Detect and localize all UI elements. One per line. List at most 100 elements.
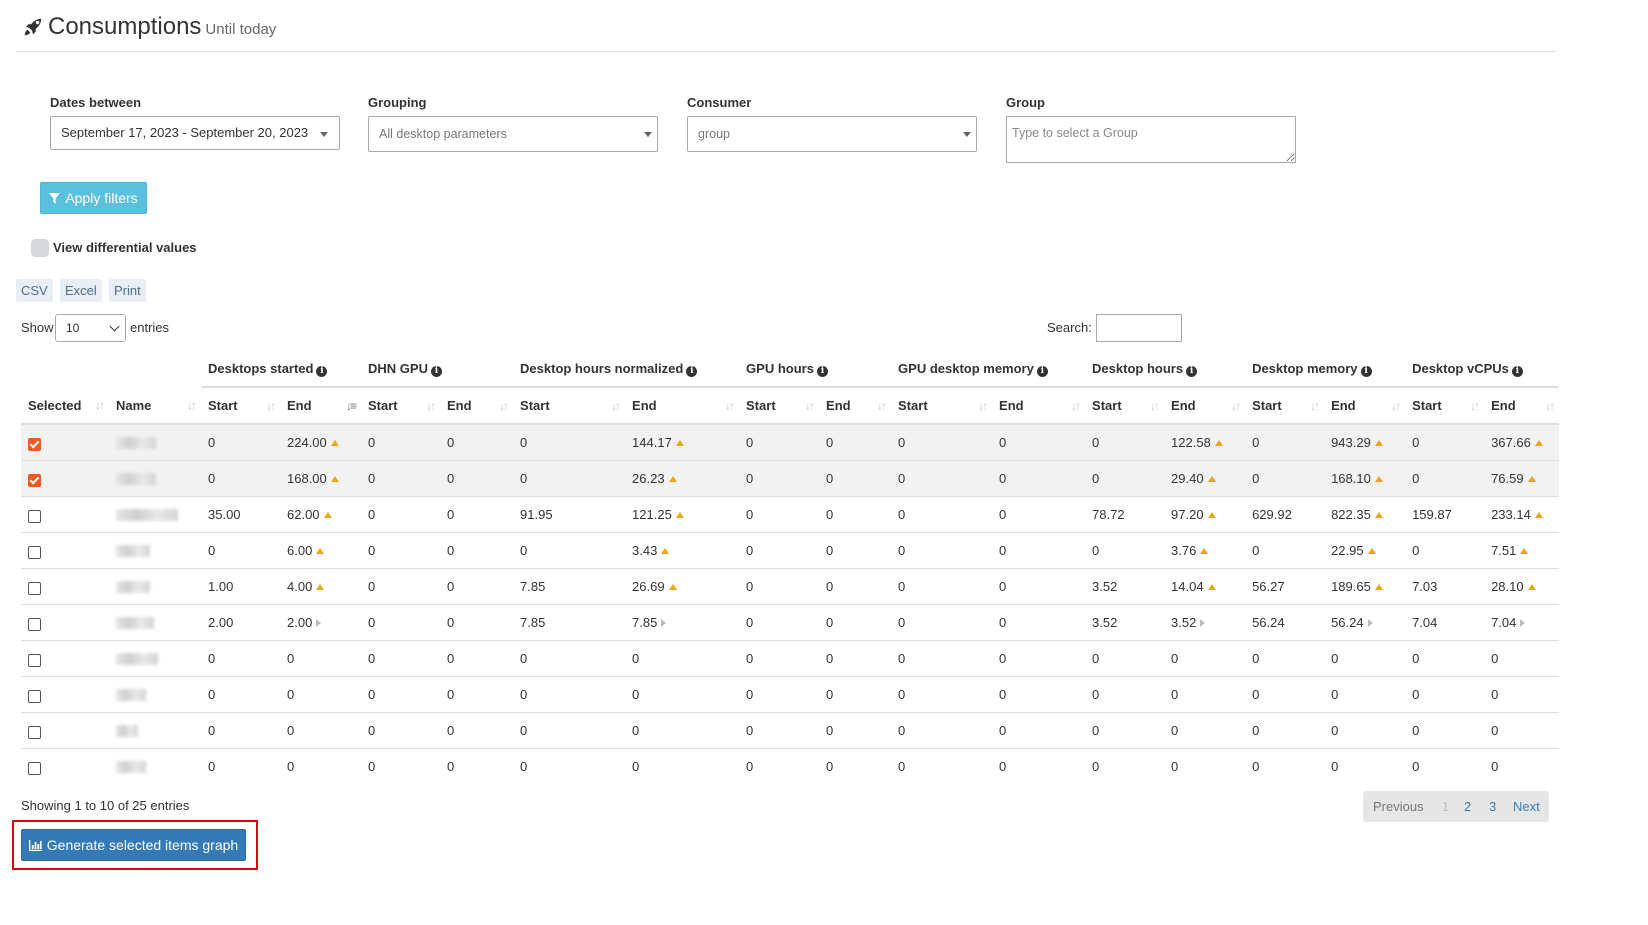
end-header[interactable]: End ↓↑ [992, 387, 1086, 425]
end-header[interactable]: End ↓↑ [1324, 387, 1406, 425]
start-header[interactable]: Start ↓↑ [201, 387, 280, 425]
sort-icon: ↓↑ [426, 399, 436, 413]
trend-up-icon [330, 475, 339, 482]
show-label: Show [21, 320, 54, 335]
table-cell: 0 [201, 711, 280, 748]
table-cell: 0 [819, 567, 892, 604]
trend-up-icon [316, 547, 325, 554]
table-cell: 0 [513, 423, 626, 460]
trend-up-icon [1527, 475, 1536, 482]
search-input[interactable] [1096, 314, 1182, 342]
start-header[interactable]: Start ↓↑ [1085, 387, 1165, 425]
table-cell: 3.52 [1085, 603, 1165, 640]
table-cell: 0 [992, 423, 1086, 460]
end-header[interactable]: End ↓≡ [280, 387, 362, 425]
previous-button[interactable]: Previous [1373, 799, 1424, 814]
table-cell: 91.95 [513, 495, 626, 532]
table-cell: 189.65 [1324, 567, 1406, 604]
trend-up-icon [1534, 511, 1543, 518]
table-cell: 0 [1245, 459, 1325, 496]
end-header[interactable]: End ↓↑ [440, 387, 514, 425]
table-cell: 7.04 [1405, 603, 1485, 640]
row-checkbox[interactable] [28, 653, 41, 667]
end-header[interactable]: End ↓↑ [819, 387, 892, 425]
table-cell: 0 [361, 747, 441, 784]
trend-up-icon [1374, 475, 1383, 482]
name-header[interactable]: Name ↓↑ [109, 387, 201, 425]
table-cell: 0 [361, 531, 441, 568]
page-1-button[interactable]: 1 [1442, 799, 1450, 814]
row-checkbox[interactable] [28, 473, 41, 487]
table-row: 2.00 2.00 0 0 7.85 7.85 0 0 0 0 3.52 3.52 56.24 56.24… [21, 603, 1560, 640]
group-header: Desktop memory i [1245, 352, 1406, 388]
group-header: Desktop vCPUs i [1405, 352, 1560, 388]
row-checkbox[interactable] [28, 581, 41, 595]
selected-cell [21, 567, 109, 604]
table-cell: 0 [361, 495, 441, 532]
row-checkbox[interactable] [28, 617, 41, 631]
start-header[interactable]: Start ↓↑ [739, 387, 820, 425]
start-header[interactable]: Start ↓↑ [1405, 387, 1485, 425]
page-2-button[interactable]: 2 [1464, 799, 1472, 814]
page-3-button[interactable]: 3 [1489, 799, 1497, 814]
consumer-select[interactable]: group [687, 116, 977, 152]
start-header[interactable]: Start ↓↑ [513, 387, 626, 425]
excel-button[interactable]: Excel [60, 279, 102, 302]
table-cell: 0 [819, 747, 892, 784]
generate-graph-button[interactable]: Generate selected items graph [21, 829, 246, 861]
table-cell: 26.69 [625, 567, 740, 604]
table-cell: 0 [1405, 639, 1485, 676]
table-cell: 35.00 [201, 495, 280, 532]
apply-filters-button[interactable]: Apply filters [40, 182, 147, 214]
table-cell: 0 [891, 459, 993, 496]
table-cell: 29.40 [1164, 459, 1246, 496]
entries-select[interactable]: 10 [55, 314, 126, 342]
group-input[interactable] [1006, 116, 1296, 163]
differential-toggle[interactable] [31, 239, 49, 257]
grouping-select[interactable]: All desktop parameters [368, 116, 658, 152]
table-cell: 0 [819, 711, 892, 748]
csv-button[interactable]: CSV [16, 279, 53, 302]
table-row: 0 168.00 0 0 0 26.23 0 0 0 0 0 29.40 0 168.10 0 76.59 [21, 459, 1560, 496]
info-icon: i [430, 366, 442, 377]
consumption-table: Desktops started i DHN GPU i Desktop hours n… [21, 352, 1560, 784]
table-cell: 0 [1085, 711, 1165, 748]
table-cell: 0 [201, 675, 280, 712]
redacted-name [116, 473, 156, 486]
date-range-picker[interactable]: September 17, 2023 - September 20, 2023 [50, 116, 340, 150]
end-header[interactable]: End ↓↑ [625, 387, 740, 425]
table-cell: 0 [625, 711, 740, 748]
sort-icon: ↓↑ [978, 399, 988, 413]
table-cell: 0 [513, 531, 626, 568]
consumer-value: group [698, 127, 730, 141]
end-header[interactable]: End ↓↑ [1484, 387, 1560, 425]
table-cell: 0 [1164, 711, 1246, 748]
table-cell: 0 [1085, 675, 1165, 712]
table-cell: 3.76 [1164, 531, 1246, 568]
next-button[interactable]: Next [1513, 799, 1540, 814]
name-cell [109, 531, 201, 568]
row-checkbox[interactable] [28, 761, 41, 775]
row-checkbox[interactable] [28, 437, 41, 451]
table-cell: 7.85 [625, 603, 740, 640]
sort-icon: ↓↑ [1150, 399, 1160, 413]
start-header[interactable]: Start ↓↑ [1245, 387, 1325, 425]
row-checkbox[interactable] [28, 689, 41, 703]
end-header[interactable]: End ↓↑ [1164, 387, 1246, 425]
table-cell: 0 [819, 639, 892, 676]
start-header[interactable]: Start ↓↑ [891, 387, 993, 425]
group-header: GPU desktop memory i [891, 352, 1086, 388]
start-header[interactable]: Start ↓↑ [361, 387, 441, 425]
selected-cell [21, 603, 109, 640]
table-cell: 0 [1405, 711, 1485, 748]
print-button[interactable]: Print [109, 279, 146, 302]
row-checkbox[interactable] [28, 725, 41, 739]
info-icon: i [686, 366, 698, 377]
trend-equal-icon [661, 618, 667, 627]
row-checkbox[interactable] [28, 545, 41, 559]
table-cell: 0 [1324, 639, 1406, 676]
row-checkbox[interactable] [28, 509, 41, 523]
selected-header[interactable]: Selected ↓↑ [21, 387, 109, 425]
table-cell: 0 [280, 711, 362, 748]
